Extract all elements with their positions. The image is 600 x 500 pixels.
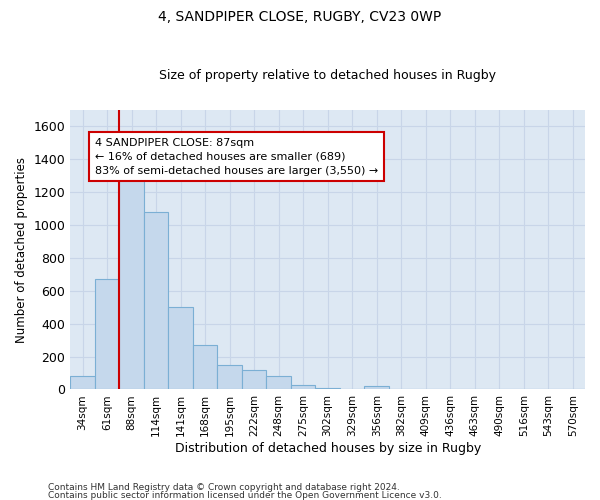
Bar xyxy=(217,365,242,390)
Text: 4 SANDPIPER CLOSE: 87sqm
← 16% of detached houses are smaller (689)
83% of semi-: 4 SANDPIPER CLOSE: 87sqm ← 16% of detach… xyxy=(95,138,378,175)
X-axis label: Distribution of detached houses by size in Rugby: Distribution of detached houses by size … xyxy=(175,442,481,455)
Bar xyxy=(119,167,144,390)
Bar xyxy=(291,384,316,390)
Bar xyxy=(169,307,193,390)
Y-axis label: Number of detached properties: Number of detached properties xyxy=(15,156,28,342)
Title: Size of property relative to detached houses in Rugby: Size of property relative to detached ho… xyxy=(159,69,496,82)
Bar xyxy=(70,376,95,390)
Bar xyxy=(266,376,291,390)
Bar xyxy=(144,212,169,390)
Bar xyxy=(95,279,119,390)
Bar xyxy=(316,388,340,390)
Text: Contains public sector information licensed under the Open Government Licence v3: Contains public sector information licen… xyxy=(48,490,442,500)
Bar xyxy=(364,386,389,390)
Text: Contains HM Land Registry data © Crown copyright and database right 2024.: Contains HM Land Registry data © Crown c… xyxy=(48,484,400,492)
Bar xyxy=(193,345,217,390)
Bar xyxy=(242,370,266,390)
Text: 4, SANDPIPER CLOSE, RUGBY, CV23 0WP: 4, SANDPIPER CLOSE, RUGBY, CV23 0WP xyxy=(158,10,442,24)
